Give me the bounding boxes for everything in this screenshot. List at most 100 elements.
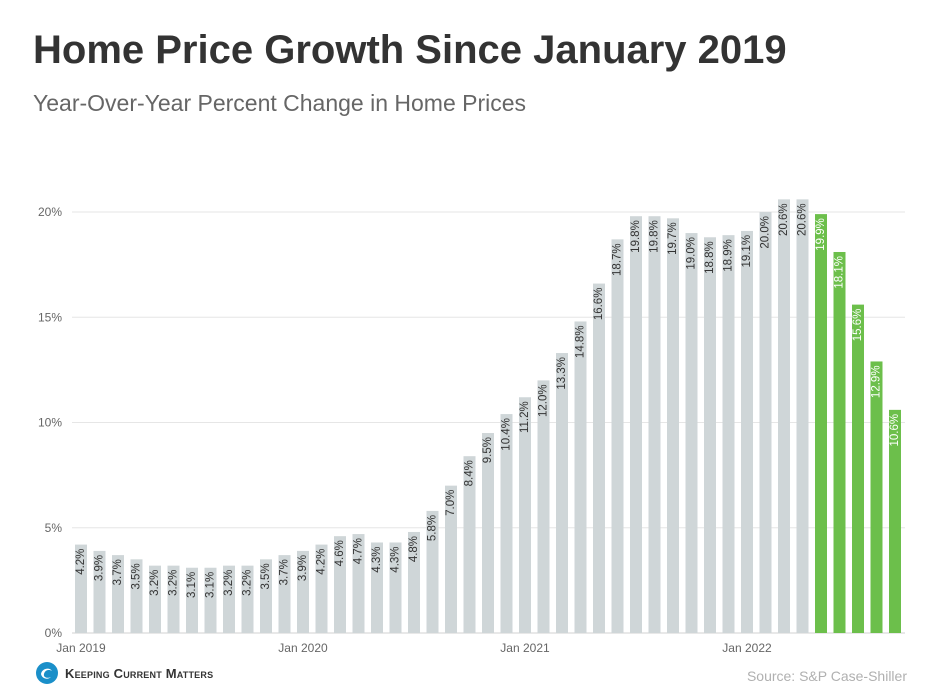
bar [315, 544, 328, 633]
bar-series [75, 199, 901, 634]
bar-label: 4.7% [353, 538, 365, 564]
bar [648, 216, 661, 633]
kcm-swirl-icon [36, 662, 58, 684]
bar [112, 555, 124, 633]
bar-label: 5.8% [427, 515, 439, 541]
y-tick-label: 20% [38, 205, 62, 219]
bar [408, 531, 420, 633]
bar-label: 20.6% [778, 203, 790, 236]
bar-label: 3.5% [131, 563, 143, 589]
bar-label: 3.7% [279, 559, 291, 585]
bar-data-labels: 4.2% 3.9% 3.7% 3.5% 3.2% 3.2% 3.1% 3.1% 3.2% 3.2%… [75, 203, 901, 598]
bar [278, 555, 291, 633]
bar-label: 19.7% [667, 222, 679, 255]
x-tick-label: Jan 2020 [278, 641, 328, 655]
brand-logo: Keeping Current Matters [35, 661, 213, 685]
bar [389, 542, 402, 633]
bar-label: 18.8% [704, 241, 716, 274]
bar [93, 550, 106, 633]
bar-label: 7.0% [445, 490, 457, 516]
bar-label: 4.6% [334, 540, 346, 566]
bar-label: 9.5% [482, 437, 494, 463]
y-axis: 0% 5% 10% 15% 20% [38, 205, 62, 640]
y-tick-label: 5% [45, 521, 63, 535]
bar-label: 4.2% [316, 549, 328, 575]
bar [593, 283, 605, 633]
bar-label: 10.6% [889, 414, 901, 447]
bar [778, 199, 790, 633]
y-tick-label: 10% [38, 416, 62, 430]
bar-label: 3.2% [168, 570, 180, 596]
bar-label: 12.9% [871, 365, 883, 398]
bar-label: 4.2% [75, 549, 87, 575]
bar [722, 235, 735, 633]
bar [611, 239, 624, 634]
bar [667, 218, 679, 633]
bar-label: 11.2% [519, 401, 531, 433]
bar [685, 233, 698, 634]
chart-title: Home Price Growth Since January 2019 [33, 28, 787, 72]
bar [445, 485, 457, 633]
x-tick-label: Jan 2022 [722, 641, 772, 655]
bar-label: 19.8% [649, 220, 661, 253]
bar [482, 433, 494, 633]
bar [704, 237, 716, 633]
bar-label: 3.1% [205, 572, 217, 598]
bar [537, 380, 550, 633]
bar [463, 456, 476, 633]
bar [223, 565, 235, 633]
bar [519, 397, 531, 633]
bar-label: 3.2% [223, 570, 235, 596]
bar [759, 212, 772, 633]
bar-label: 4.3% [390, 546, 402, 572]
chart-subtitle: Year-Over-Year Percent Change in Home Pr… [33, 90, 527, 116]
x-tick-label: Jan 2019 [56, 641, 106, 655]
bar-label: 20.6% [797, 203, 809, 236]
bar [371, 542, 383, 633]
bar-label: 3.9% [94, 555, 106, 581]
bar-label: 19.1% [741, 235, 753, 268]
bar-label: 20.0% [760, 216, 772, 249]
bar [815, 214, 827, 634]
bar-label: 14.8% [575, 325, 587, 358]
bar-label: 3.2% [242, 570, 254, 596]
bar-label: 19.8% [630, 220, 642, 253]
bar [500, 414, 513, 633]
bar [556, 353, 568, 633]
logo-text: Keeping Current Matters [65, 665, 214, 681]
bar [741, 230, 753, 633]
bar [297, 550, 309, 633]
bar [167, 565, 180, 633]
bar [186, 567, 198, 633]
bar [426, 510, 439, 633]
bar [833, 251, 846, 633]
bar-label: 3.9% [297, 555, 309, 581]
x-tick-label: Jan 2021 [500, 641, 550, 655]
bar-label: 18.7% [612, 243, 624, 276]
bar-label: 16.6% [593, 288, 605, 321]
bar [870, 361, 883, 633]
bar [75, 544, 87, 633]
bar-label: 4.8% [408, 536, 420, 562]
bar-label: 15.6% [852, 309, 864, 342]
bar-label: 10.4% [501, 418, 513, 451]
bar [130, 559, 143, 633]
bar [852, 304, 864, 633]
bar-label: 19.0% [686, 237, 698, 270]
bar-label: 3.1% [186, 572, 198, 598]
y-tick-label: 15% [38, 310, 62, 324]
bar [352, 534, 365, 633]
bar [241, 565, 254, 633]
bar-label: 4.3% [371, 546, 383, 572]
bar-label: 18.9% [723, 239, 735, 272]
bar [796, 199, 809, 633]
bar [334, 536, 346, 633]
bar-label: 13.3% [556, 357, 568, 390]
bar [149, 565, 161, 633]
bar-label: 19.9% [815, 218, 827, 251]
bar [204, 567, 217, 633]
bar [630, 216, 642, 633]
bar-label: 18.1% [834, 256, 846, 289]
bar [889, 409, 901, 633]
